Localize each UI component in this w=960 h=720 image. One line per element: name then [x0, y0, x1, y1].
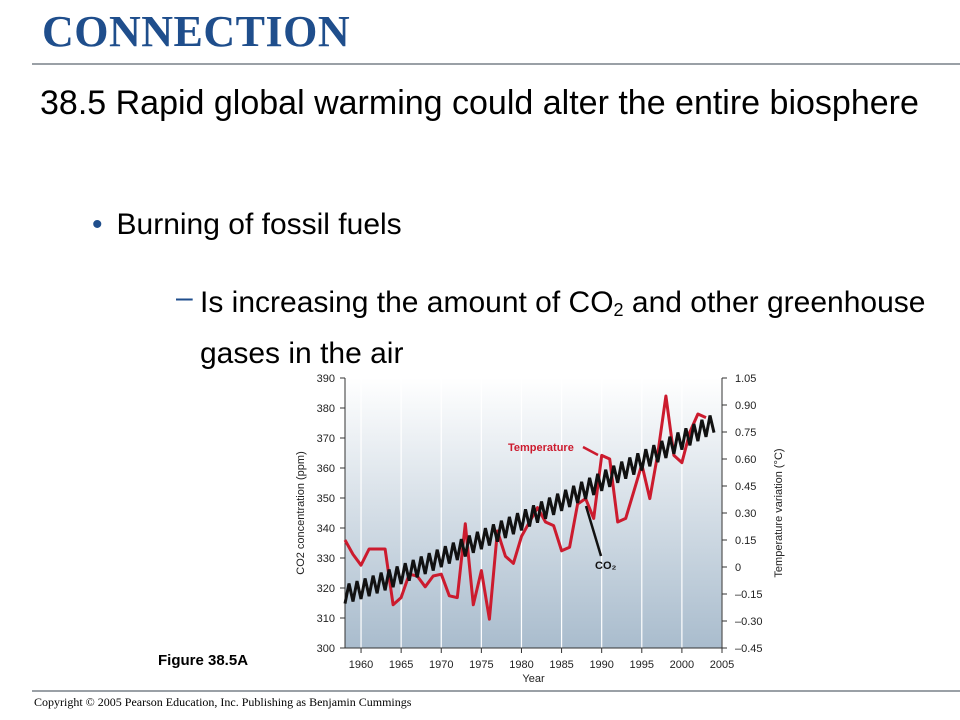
left-axis-label: CO2 concentration (ppm) — [295, 451, 307, 575]
right-tick-label: 1.05 — [735, 373, 756, 385]
sub-bullet-pre: Is increasing the amount of CO — [200, 286, 614, 319]
right-tick-label: –0.30 — [735, 616, 763, 628]
x-tick-label: 1985 — [549, 659, 573, 671]
x-tick-label: 1980 — [509, 659, 533, 671]
section-header: CONNECTION — [42, 7, 351, 56]
header-divider — [32, 63, 960, 65]
figure-label: Figure 38.5A — [158, 652, 249, 669]
x-tick-label: 1960 — [349, 659, 373, 671]
left-tick-label: 310 — [317, 613, 335, 625]
footer-divider — [32, 690, 960, 692]
dash-bullet: – — [176, 281, 193, 314]
right-tick-label: –0.15 — [735, 589, 763, 601]
right-tick-label: 0.75 — [735, 427, 756, 439]
bullet-text: Burning of fossil fuels — [116, 208, 402, 241]
left-tick-label: 330 — [317, 553, 335, 565]
temperature-annotation: Temperature — [508, 442, 574, 454]
x-tick-label: 2000 — [670, 659, 694, 671]
co2-line — [343, 415, 716, 604]
x-tick-label: 1995 — [630, 659, 654, 671]
co2-leader-line — [584, 505, 603, 557]
left-tick-label: 380 — [317, 403, 335, 415]
sub-bullet-post: and other greenhouse gases in the air — [200, 286, 926, 370]
slide-title: 38.5 Rapid global warming could alter th… — [40, 84, 919, 122]
x-tick-label: 1990 — [589, 659, 613, 671]
left-tick-label: 340 — [317, 523, 335, 535]
right-tick-label: 0.30 — [735, 508, 756, 520]
left-tick-label: 300 — [317, 643, 335, 655]
co2-annotation: CO₂ — [595, 560, 617, 572]
left-tick-label: 390 — [317, 373, 335, 385]
x-tick-label: 1975 — [469, 659, 493, 671]
right-tick-label: 0.90 — [735, 400, 756, 412]
left-tick-label: 370 — [317, 433, 335, 445]
right-tick-label: 0 — [735, 562, 741, 574]
x-tick-label: 1965 — [389, 659, 413, 671]
right-tick-label: –0.45 — [735, 643, 763, 655]
right-tick-label: 0.45 — [735, 481, 756, 493]
right-tick-label: 0.60 — [735, 454, 756, 466]
bullet-icon: • — [92, 208, 103, 241]
left-tick-label: 360 — [317, 463, 335, 475]
left-tick-label: 320 — [317, 583, 335, 595]
temperature-leader-line — [582, 445, 599, 457]
left-tick-label: 350 — [317, 493, 335, 505]
right-axis-label: Temperature variation (°C) — [773, 448, 785, 577]
sub-bullet-text: Is increasing the amount of CO2 and othe… — [200, 281, 940, 376]
bullet-point: • Burning of fossil fuels — [92, 208, 402, 242]
x-tick-label: 2005 — [710, 659, 734, 671]
copyright-text: Copyright © 2005 Pearson Education, Inc.… — [34, 695, 412, 709]
temperature-line — [343, 394, 707, 621]
right-tick-label: 0.15 — [735, 535, 756, 547]
x-tick-label: 1970 — [429, 659, 453, 671]
x-axis-label: Year — [522, 673, 545, 685]
sub-bullet-subscript: 2 — [613, 300, 624, 320]
